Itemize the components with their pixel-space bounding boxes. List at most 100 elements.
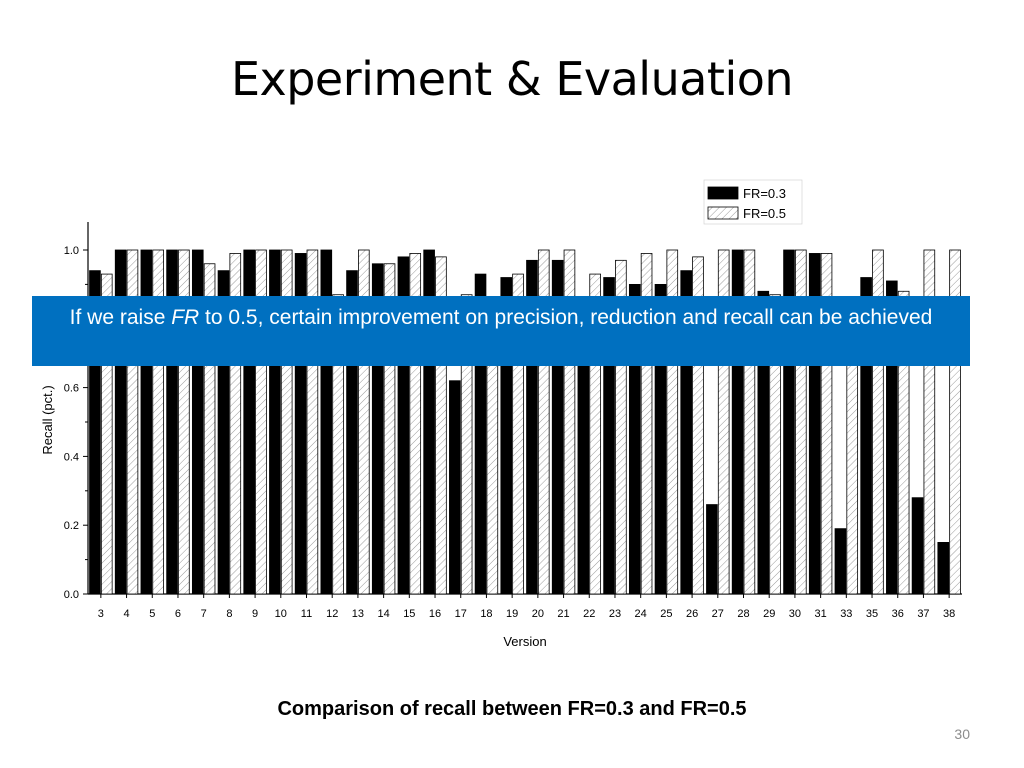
x-tick-label: 14 bbox=[377, 608, 389, 620]
bar-fr03-v7 bbox=[191, 249, 204, 595]
bar-fr03-v37 bbox=[911, 497, 924, 595]
bar-fr03-v9 bbox=[243, 249, 255, 595]
callout-banner: If we raise FR to 0.5, certain improveme… bbox=[32, 296, 970, 366]
bar-fr05-v21 bbox=[563, 249, 576, 595]
bar-fr03-v16 bbox=[423, 249, 435, 595]
y-tick-label: 0.4 bbox=[64, 451, 79, 463]
bar-fr05-v22 bbox=[589, 273, 601, 595]
figure-caption: Comparison of recall between FR=0.3 and … bbox=[277, 698, 747, 720]
bar-fr03-v6 bbox=[166, 249, 178, 595]
bar-fr05-v29 bbox=[769, 294, 781, 595]
x-tick-label: 13 bbox=[352, 608, 364, 620]
bar-fr03-v13 bbox=[346, 270, 358, 595]
bar-fr03-v10 bbox=[269, 249, 281, 595]
bar-fr05-v8 bbox=[229, 253, 242, 595]
x-tick-label: 33 bbox=[840, 608, 852, 620]
bar-fr05-v17 bbox=[460, 294, 473, 595]
legend-swatch-fr05 bbox=[707, 206, 739, 220]
bar-fr05-v28 bbox=[743, 249, 756, 595]
bar-fr05-v35 bbox=[872, 249, 884, 595]
bar-fr05-v12 bbox=[332, 294, 344, 595]
bar-fr03-v20 bbox=[526, 259, 538, 595]
x-tick-label: 16 bbox=[429, 608, 441, 620]
bar-fr03-v25 bbox=[654, 283, 667, 595]
bar-fr05-v16 bbox=[435, 256, 447, 595]
x-tick-label: 15 bbox=[403, 608, 415, 620]
bar-fr05-v9 bbox=[255, 249, 267, 595]
x-tick-label: 25 bbox=[660, 608, 672, 620]
bar-fr03-v26 bbox=[680, 270, 692, 595]
bar-fr03-v23 bbox=[603, 277, 615, 595]
bar-fr05-v14 bbox=[383, 263, 396, 595]
bar-fr05-v38 bbox=[949, 249, 961, 595]
x-tick-label: 7 bbox=[201, 608, 207, 620]
x-tick-label: 4 bbox=[123, 608, 129, 620]
x-tick-label: 36 bbox=[892, 608, 904, 620]
bar-fr03-v38 bbox=[937, 542, 950, 595]
slide-title: Experiment & Evaluation bbox=[230, 52, 794, 106]
x-tick-label: 21 bbox=[557, 608, 569, 620]
bar-fr05-v37 bbox=[923, 249, 936, 595]
page-number: 30 bbox=[954, 726, 970, 742]
callout-emphasis: FR bbox=[171, 306, 200, 329]
bar-fr05-v20 bbox=[537, 249, 550, 595]
x-tick-label: 29 bbox=[763, 608, 775, 620]
bar-fr05-v13 bbox=[358, 249, 370, 595]
bar-fr05-v24 bbox=[640, 253, 653, 595]
legend-swatch-fr03 bbox=[707, 186, 739, 200]
x-tick-label: 20 bbox=[532, 608, 544, 620]
x-tick-label: 3 bbox=[98, 608, 104, 620]
bar-fr03-v33 bbox=[834, 528, 847, 595]
chart-legend: FR=0.3 FR=0.5 bbox=[703, 179, 803, 225]
bar-fr05-v4 bbox=[126, 249, 139, 595]
bar-fr03-v15 bbox=[397, 256, 410, 595]
x-tick-label: 18 bbox=[480, 608, 492, 620]
bar-fr03-v3 bbox=[89, 270, 101, 595]
y-axis-label: Recall (pct.) bbox=[40, 385, 55, 454]
x-axis-label: Version bbox=[503, 634, 546, 649]
x-tick-label: 31 bbox=[814, 608, 826, 620]
x-tick-label: 35 bbox=[866, 608, 878, 620]
bar-fr03-v11 bbox=[294, 253, 307, 595]
bar-fr03-v8 bbox=[217, 270, 230, 595]
x-tick-label: 28 bbox=[737, 608, 749, 620]
x-tick-label: 10 bbox=[275, 608, 287, 620]
bar-fr05-v5 bbox=[152, 249, 164, 595]
x-tick-label: 9 bbox=[252, 608, 258, 620]
bar-fr05-v6 bbox=[178, 249, 190, 595]
bar-fr03-v27 bbox=[706, 504, 718, 595]
bar-fr05-v10 bbox=[280, 249, 293, 595]
x-tick-label: 38 bbox=[943, 608, 955, 620]
bar-fr05-v26 bbox=[692, 256, 704, 595]
bar-fr03-v5 bbox=[140, 249, 153, 595]
bar-fr03-v36 bbox=[886, 280, 898, 595]
bar-fr05-v23 bbox=[615, 259, 627, 595]
bar-fr05-v27 bbox=[717, 249, 730, 595]
bar-fr05-v3 bbox=[100, 273, 113, 595]
bar-fr03-v31 bbox=[808, 253, 821, 595]
y-tick-label: 1.0 bbox=[64, 245, 79, 257]
bar-fr03-v35 bbox=[860, 277, 872, 595]
x-tick-label: 26 bbox=[686, 608, 698, 620]
bar-fr03-v29 bbox=[757, 290, 770, 595]
x-tick-label: 37 bbox=[917, 608, 929, 620]
bar-fr05-v25 bbox=[666, 249, 679, 595]
x-tick-label: 19 bbox=[506, 608, 518, 620]
bar-fr03-v12 bbox=[320, 249, 333, 595]
bar-fr05-v11 bbox=[306, 249, 319, 595]
bar-fr05-v30 bbox=[795, 249, 807, 595]
x-tick-label: 8 bbox=[226, 608, 232, 620]
bar-fr05-v7 bbox=[203, 263, 216, 595]
bar-fr03-v21 bbox=[551, 259, 564, 595]
bar-fr03-v30 bbox=[783, 249, 795, 595]
bar-fr03-v4 bbox=[114, 249, 127, 595]
y-tick-label: 0.6 bbox=[64, 383, 79, 395]
bar-fr05-v15 bbox=[409, 253, 422, 595]
bar-fr03-v28 bbox=[731, 249, 744, 595]
bar-fr03-v17 bbox=[449, 380, 461, 595]
bar-fr05-v31 bbox=[820, 253, 833, 595]
x-tick-label: 17 bbox=[455, 608, 467, 620]
x-tick-label: 11 bbox=[301, 608, 312, 620]
legend-label-fr03: FR=0.3 bbox=[743, 186, 786, 201]
